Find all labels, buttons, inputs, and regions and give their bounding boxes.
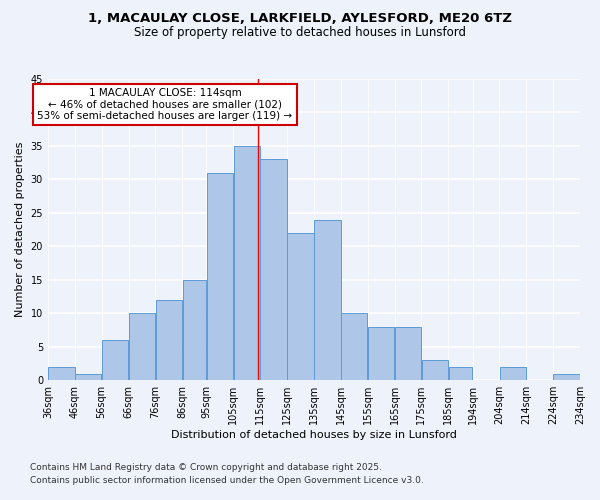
Bar	[129, 314, 155, 380]
Bar	[553, 374, 580, 380]
Bar	[48, 367, 74, 380]
Text: Size of property relative to detached houses in Lunsford: Size of property relative to detached ho…	[134, 26, 466, 39]
Bar	[102, 340, 128, 380]
X-axis label: Distribution of detached houses by size in Lunsford: Distribution of detached houses by size …	[171, 430, 457, 440]
Bar	[182, 280, 206, 380]
Bar	[449, 367, 472, 380]
Bar	[500, 367, 526, 380]
Text: 1 MACAULAY CLOSE: 114sqm
← 46% of detached houses are smaller (102)
53% of semi-: 1 MACAULAY CLOSE: 114sqm ← 46% of detach…	[37, 88, 293, 121]
Bar	[341, 314, 367, 380]
Y-axis label: Number of detached properties: Number of detached properties	[15, 142, 25, 318]
Text: Contains HM Land Registry data © Crown copyright and database right 2025.: Contains HM Land Registry data © Crown c…	[30, 464, 382, 472]
Bar	[314, 220, 341, 380]
Bar	[422, 360, 448, 380]
Bar	[395, 326, 421, 380]
Bar	[368, 326, 394, 380]
Bar	[233, 146, 260, 380]
Text: Contains public sector information licensed under the Open Government Licence v3: Contains public sector information licen…	[30, 476, 424, 485]
Bar	[287, 233, 314, 380]
Bar	[75, 374, 101, 380]
Text: 1, MACAULAY CLOSE, LARKFIELD, AYLESFORD, ME20 6TZ: 1, MACAULAY CLOSE, LARKFIELD, AYLESFORD,…	[88, 12, 512, 26]
Bar	[155, 300, 182, 380]
Bar	[207, 172, 233, 380]
Bar	[260, 160, 287, 380]
